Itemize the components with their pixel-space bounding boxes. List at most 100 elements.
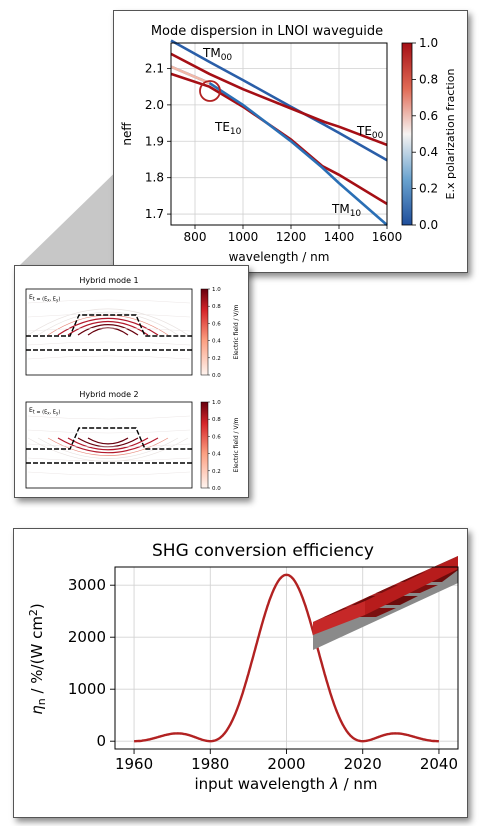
field-colorbar-tick-label: 0.8 — [212, 304, 221, 310]
ridge-outline — [26, 314, 192, 337]
plot-frame — [170, 42, 388, 226]
field-colorbar-tick-label: 0.2 — [212, 469, 221, 475]
mode-curve-te10 — [170, 72, 388, 206]
chart-title: SHG conversion efficiency — [152, 541, 374, 561]
x-tick-label: 1600 — [372, 230, 403, 244]
mode-dispersion-chart: Mode dispersion in LNOI waveguide 800 100… — [120, 24, 457, 264]
y-axis-label: neff — [120, 122, 134, 146]
x-tick-label: 2040 — [420, 755, 458, 773]
shg-efficiency-chart: SHG conversion efficiency 1960 1980 2000 20… — [27, 541, 459, 793]
ridge-outline — [26, 427, 192, 450]
hybrid-segment — [170, 65, 210, 85]
field-colorbar — [200, 288, 209, 376]
field-line — [27, 313, 191, 318]
hybrid-mode-title: Hybrid mode 2 — [79, 390, 138, 399]
field-line — [27, 429, 191, 434]
field-colorbar-label: Electric field / V/m — [233, 304, 240, 359]
field-line — [87, 437, 129, 445]
field-colorbar-tick-label: 0.8 — [212, 417, 221, 423]
field-line — [27, 355, 191, 360]
y-tick-label: 3000 — [68, 576, 106, 594]
label-tm10: TM10 — [331, 202, 361, 219]
field-line — [27, 443, 191, 448]
y-tick-label: 1.7 — [145, 207, 164, 221]
y-tick-label: 2.0 — [145, 98, 164, 112]
field-colorbar-tick-label: 0.4 — [212, 452, 221, 458]
field-line — [77, 324, 139, 336]
hybrid-modes-panel: Hybrid mode 1 Et = (Ex, Ey) 0.0 0.2 0.4 0.6… — [14, 265, 249, 498]
field-plot-frame — [25, 288, 193, 376]
x-tick-label: 1960 — [115, 755, 153, 773]
field-colorbar-label: Electric field / V/m — [233, 417, 240, 472]
x-tick-label: 1400 — [324, 230, 355, 244]
x-ticks: 800 1000 1200 1400 1600 — [184, 225, 403, 244]
field-colorbar — [200, 401, 209, 489]
field-line — [47, 437, 169, 456]
colorbar-ticks: 0.0 0.2 0.4 0.6 0.8 1.0 — [412, 36, 438, 232]
crossing-highlight-circle — [199, 80, 221, 102]
hybrid-mode-title: Hybrid mode 1 — [79, 276, 138, 285]
field-line — [37, 311, 179, 336]
grid — [115, 567, 458, 749]
field-label: Et = (Ex, Ey) — [29, 407, 60, 416]
label-te00: TE00 — [356, 124, 384, 141]
y-tick-label: 2.1 — [145, 61, 164, 75]
x-tick-label: 2000 — [267, 755, 305, 773]
mode-curve-tm00 — [170, 39, 388, 162]
field-streamlines — [27, 415, 191, 476]
y-tick-label: 0 — [96, 732, 106, 750]
x-ticks: 1960 1980 2000 2020 2040 — [115, 749, 458, 773]
x-tick-label: 1200 — [276, 230, 307, 244]
field-colorbar-tick-label: 1.0 — [212, 400, 221, 406]
chart-title: Mode dispersion in LNOI waveguide — [151, 24, 383, 39]
mode-curves — [170, 39, 388, 226]
field-colorbar-tick-label: 1.0 — [212, 287, 221, 293]
field-line — [27, 471, 191, 476]
field-line — [57, 437, 159, 454]
x-axis-label: input wavelength λ / nm — [194, 775, 377, 793]
y-tick-label: 2000 — [68, 628, 106, 646]
y-tick-label: 1000 — [68, 680, 106, 698]
hybrid-mode-2: Hybrid mode 2 Et = (Ex, Ey) 0.0 0.2 0.4 0.6… — [25, 390, 240, 492]
y-ticks: 1.7 1.8 1.9 2.0 2.1 — [145, 61, 171, 221]
x-axis-label: wavelength / nm — [229, 250, 330, 264]
field-line — [67, 320, 149, 336]
shg-efficiency-panel: SHG conversion efficiency 1960 1980 2000 20… — [13, 528, 468, 818]
field-line — [67, 437, 149, 451]
field-streamlines — [27, 299, 191, 360]
field-label: Et = (Ex, Ey) — [29, 294, 60, 303]
mode-dispersion-panel: Mode dispersion in LNOI waveguide 800 100… — [113, 10, 468, 273]
colorbar — [401, 42, 413, 226]
colorbar-tick-label: 0.4 — [419, 145, 438, 159]
x-tick-label: 2020 — [344, 755, 382, 773]
field-line — [77, 437, 139, 448]
field-line — [27, 341, 191, 346]
poled-waveguide-illustration — [313, 556, 458, 650]
x-tick-label: 1980 — [191, 755, 229, 773]
field-colorbar-ticks: 0.0 0.2 0.4 0.6 0.8 1.0 — [208, 400, 221, 492]
label-te10: TE10 — [214, 120, 242, 137]
field-line — [27, 415, 191, 420]
field-line — [27, 437, 189, 462]
mode-curve-tm10 — [170, 65, 388, 226]
colorbar-tick-label: 0.2 — [419, 182, 438, 196]
field-colorbar-tick-label: 0.0 — [212, 486, 221, 492]
x-tick-label: 1000 — [228, 230, 259, 244]
y-tick-label: 1.8 — [145, 171, 164, 185]
field-line — [27, 327, 191, 332]
colorbar-tick-label: 0.0 — [419, 218, 438, 232]
hybrid-modes-figure: Hybrid mode 1 Et = (Ex, Ey) 0.0 0.2 0.4 0.6… — [25, 276, 240, 492]
field-colorbar-tick-label: 0.2 — [212, 356, 221, 362]
colorbar-tick-label: 0.8 — [419, 72, 438, 86]
colorbar-tick-label: 0.6 — [419, 109, 438, 123]
y-tick-label: 1.9 — [145, 134, 164, 148]
x-tick-label: 800 — [184, 230, 207, 244]
field-colorbar-tick-label: 0.6 — [212, 434, 221, 440]
hybrid-mode-1: Hybrid mode 1 Et = (Ex, Ey) 0.0 0.2 0.4 0.6… — [25, 276, 240, 379]
field-line — [27, 457, 191, 462]
mode-curve-te00 — [170, 52, 388, 147]
field-colorbar-ticks: 0.0 0.2 0.4 0.6 0.8 1.0 — [208, 287, 221, 379]
y-axis-label: ηn / %/(W cm2) — [27, 603, 48, 715]
y-ticks: 0 1000 2000 3000 — [68, 576, 115, 750]
field-colorbar-tick-label: 0.6 — [212, 321, 221, 327]
